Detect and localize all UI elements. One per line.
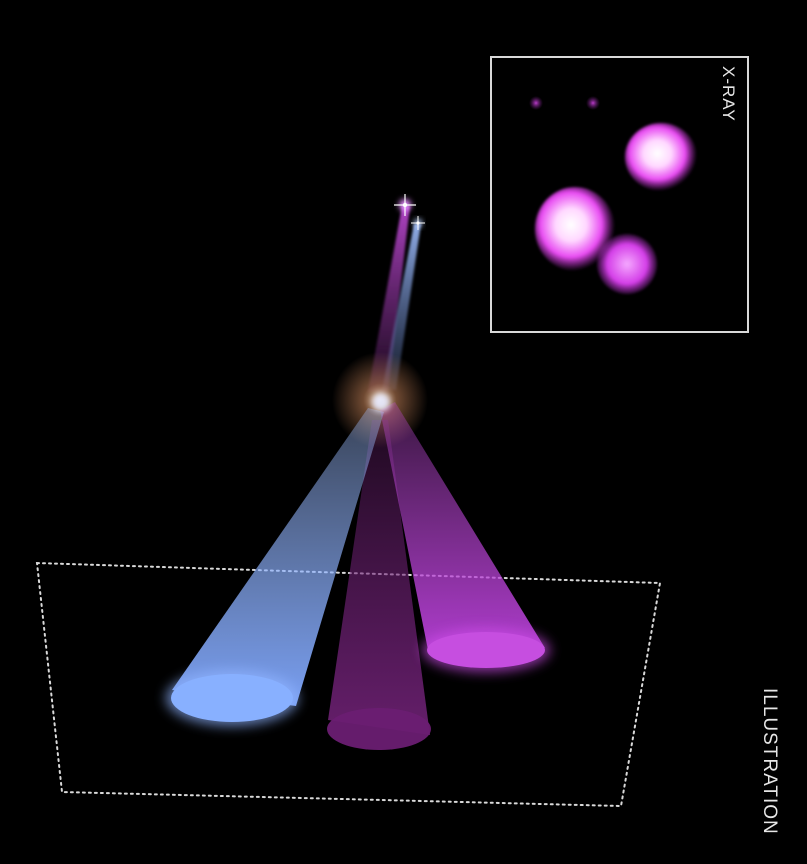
xray-faint-dot xyxy=(529,96,543,110)
xray-blob-upper xyxy=(625,123,697,191)
xray-blob-tail xyxy=(597,234,657,294)
blue-beam xyxy=(172,408,384,706)
dark-purple-beam-base xyxy=(327,708,431,750)
purple-beam xyxy=(380,402,545,650)
thin-blue-jet xyxy=(382,224,421,390)
blue-star-icon xyxy=(411,216,425,230)
xray-blob-main xyxy=(535,187,615,271)
illustration-label: ILLUSTRATION xyxy=(759,688,780,835)
blue-beam-base xyxy=(171,674,293,722)
xray-label: X-RAY xyxy=(719,66,738,122)
purple-star-icon xyxy=(394,194,416,216)
purple-beam-base xyxy=(427,632,545,668)
xray-faint-dot xyxy=(586,96,600,110)
thin-purple-jet xyxy=(368,206,410,392)
central-core xyxy=(372,393,390,411)
dark-purple-beam xyxy=(328,420,430,735)
